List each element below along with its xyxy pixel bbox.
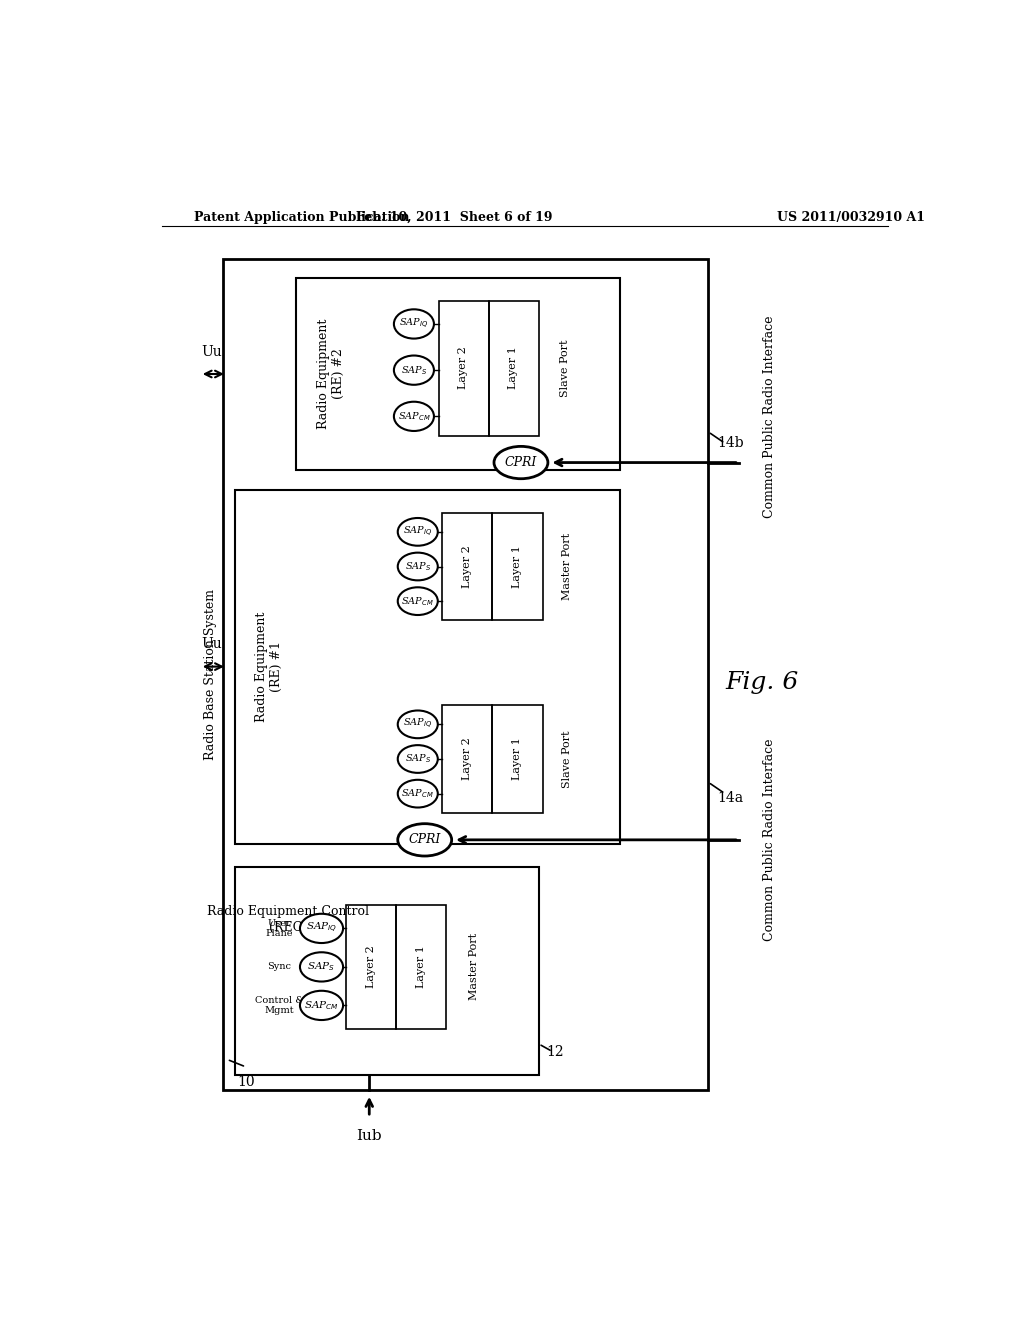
Text: 14b: 14b [717, 437, 743, 450]
Text: Layer 1: Layer 1 [512, 545, 522, 587]
Bar [346, 906, 396, 1028]
Text: Fig. 6: Fig. 6 [725, 671, 799, 693]
Bar [442, 705, 493, 813]
Bar [296, 277, 620, 470]
Text: Layer 2: Layer 2 [366, 945, 376, 989]
Text: 14a: 14a [717, 791, 743, 804]
Text: CPRI: CPRI [505, 455, 538, 469]
Text: Slave Port: Slave Port [560, 339, 570, 396]
Text: 12: 12 [547, 1044, 564, 1059]
Ellipse shape [397, 517, 438, 545]
Text: Common Public Radio Interface: Common Public Radio Interface [763, 739, 776, 941]
Ellipse shape [394, 309, 434, 339]
Text: US 2011/0032910 A1: US 2011/0032910 A1 [777, 211, 926, 224]
Ellipse shape [397, 553, 438, 581]
Text: Common Public Radio Interface: Common Public Radio Interface [763, 315, 776, 517]
Text: Layer 1: Layer 1 [508, 346, 518, 389]
Ellipse shape [494, 446, 548, 479]
Text: SAP$_{IQ}$: SAP$_{IQ}$ [403, 525, 432, 539]
Ellipse shape [300, 991, 343, 1020]
Ellipse shape [397, 780, 438, 808]
Text: SAP$_{S}$: SAP$_{S}$ [400, 364, 427, 376]
Text: SAP$_{IQ}$: SAP$_{IQ}$ [403, 717, 432, 731]
Text: Radio Base Station System: Radio Base Station System [204, 589, 217, 760]
Text: 10: 10 [237, 1074, 254, 1089]
Ellipse shape [397, 710, 438, 738]
Ellipse shape [397, 824, 452, 857]
Text: SAP$_{CM}$: SAP$_{CM}$ [397, 411, 430, 422]
Bar [438, 301, 488, 436]
Text: SAP$_{IQ}$: SAP$_{IQ}$ [399, 317, 429, 331]
Text: SAP$_{CM}$: SAP$_{CM}$ [304, 999, 339, 1012]
Text: Radio Equipment Control: Radio Equipment Control [208, 906, 370, 919]
Text: Feb. 10, 2011  Sheet 6 of 19: Feb. 10, 2011 Sheet 6 of 19 [355, 211, 552, 224]
Text: Layer 1: Layer 1 [416, 945, 426, 989]
Text: CPRI: CPRI [409, 833, 441, 846]
Text: Master Port: Master Port [562, 533, 571, 601]
Ellipse shape [394, 401, 434, 432]
Text: Uu: Uu [201, 638, 222, 651]
Bar [234, 490, 620, 843]
Text: SAP$_{S}$: SAP$_{S}$ [404, 752, 431, 766]
Bar [396, 906, 446, 1028]
Ellipse shape [397, 587, 438, 615]
Text: Slave Port: Slave Port [562, 730, 571, 788]
Bar [493, 512, 543, 620]
Text: Layer 2: Layer 2 [458, 346, 468, 389]
Text: Uu: Uu [201, 345, 222, 359]
Bar [234, 867, 539, 1074]
Text: SAP$_{S}$: SAP$_{S}$ [307, 961, 336, 973]
Text: Sync: Sync [267, 962, 291, 972]
Text: Control &
Mgmt: Control & Mgmt [255, 995, 304, 1015]
Ellipse shape [394, 355, 434, 385]
Text: SAP$_{CM}$: SAP$_{CM}$ [401, 595, 434, 607]
Text: Layer 1: Layer 1 [512, 738, 522, 780]
Text: Layer 2: Layer 2 [462, 545, 472, 587]
Text: (REC): (REC) [269, 921, 307, 933]
Bar [442, 512, 493, 620]
Text: SAP$_{IQ}$: SAP$_{IQ}$ [306, 921, 337, 936]
Text: Layer 2: Layer 2 [462, 738, 472, 780]
Bar [223, 259, 708, 1090]
Ellipse shape [397, 744, 438, 774]
Text: Master Port: Master Port [469, 933, 479, 1001]
Ellipse shape [300, 913, 343, 942]
Text: User
Plane: User Plane [265, 919, 293, 939]
Text: Radio Equipment
(RE) #1: Radio Equipment (RE) #1 [255, 611, 284, 722]
Text: SAP$_{S}$: SAP$_{S}$ [404, 560, 431, 573]
Bar [488, 301, 539, 436]
Text: SAP$_{CM}$: SAP$_{CM}$ [401, 787, 434, 800]
Text: Iub: Iub [356, 1129, 382, 1143]
Text: Radio Equipment
(RE) #2: Radio Equipment (RE) #2 [316, 319, 345, 429]
Ellipse shape [300, 952, 343, 982]
Text: Patent Application Publication: Patent Application Publication [194, 211, 410, 224]
Bar [493, 705, 543, 813]
